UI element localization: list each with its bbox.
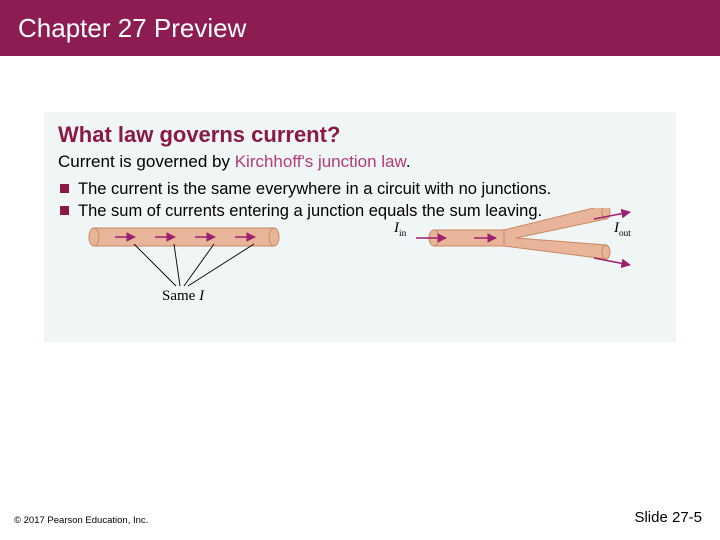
intro-line: Current is governed by Kirchhoff's junct… bbox=[58, 152, 662, 172]
slide-title: Chapter 27 Preview bbox=[18, 13, 246, 44]
svg-text:Iin: Iin bbox=[393, 220, 407, 239]
svg-text:Iout: Iout bbox=[613, 220, 631, 239]
svg-text:Same I: Same I bbox=[162, 288, 205, 304]
slide-number: Slide 27-5 bbox=[634, 509, 702, 526]
diagram-svg: Same I Iin Iout bbox=[44, 208, 648, 328]
question-heading: What law governs current? bbox=[58, 122, 662, 148]
intro-keyword: Kirchhoff's junction law bbox=[235, 152, 406, 171]
content-box: What law governs current? Current is gov… bbox=[44, 112, 676, 342]
copyright-text: © 2017 Pearson Education, Inc. bbox=[14, 515, 148, 526]
list-item: The current is the same everywhere in a … bbox=[60, 178, 662, 200]
intro-prefix: Current is governed by bbox=[58, 152, 235, 171]
title-bar: Chapter 27 Preview bbox=[0, 0, 720, 56]
intro-suffix: . bbox=[406, 152, 411, 171]
